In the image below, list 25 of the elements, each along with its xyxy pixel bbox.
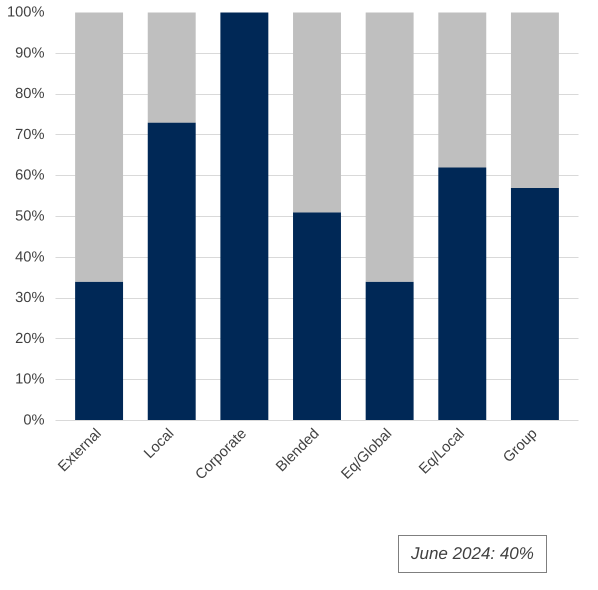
y-tick-label: 90% bbox=[15, 45, 45, 62]
y-tick-label: 60% bbox=[15, 168, 45, 184]
y-tick-label: 30% bbox=[15, 290, 45, 306]
bar bbox=[438, 168, 486, 420]
y-tick-label: 50% bbox=[15, 208, 45, 224]
y-tick-label: 100% bbox=[7, 4, 45, 20]
bar bbox=[75, 12, 124, 282]
y-tick-label: 40% bbox=[15, 249, 45, 266]
y-tick-label: 80% bbox=[15, 86, 45, 102]
bar bbox=[75, 282, 124, 420]
bar bbox=[438, 12, 486, 168]
y-tick-label: 0% bbox=[23, 412, 45, 428]
y-tick-label: 10% bbox=[15, 372, 45, 388]
bar bbox=[293, 212, 341, 420]
y-tick-label: 70% bbox=[15, 126, 45, 143]
bar bbox=[510, 12, 559, 188]
bar bbox=[220, 12, 268, 420]
bar bbox=[366, 282, 414, 420]
text: June 2024: 40% bbox=[398, 535, 547, 574]
y-tick-label: 20% bbox=[15, 330, 45, 347]
bar bbox=[366, 12, 414, 282]
bar bbox=[510, 188, 559, 420]
bar bbox=[148, 12, 196, 123]
bar bbox=[148, 122, 196, 420]
bar bbox=[293, 12, 341, 212]
